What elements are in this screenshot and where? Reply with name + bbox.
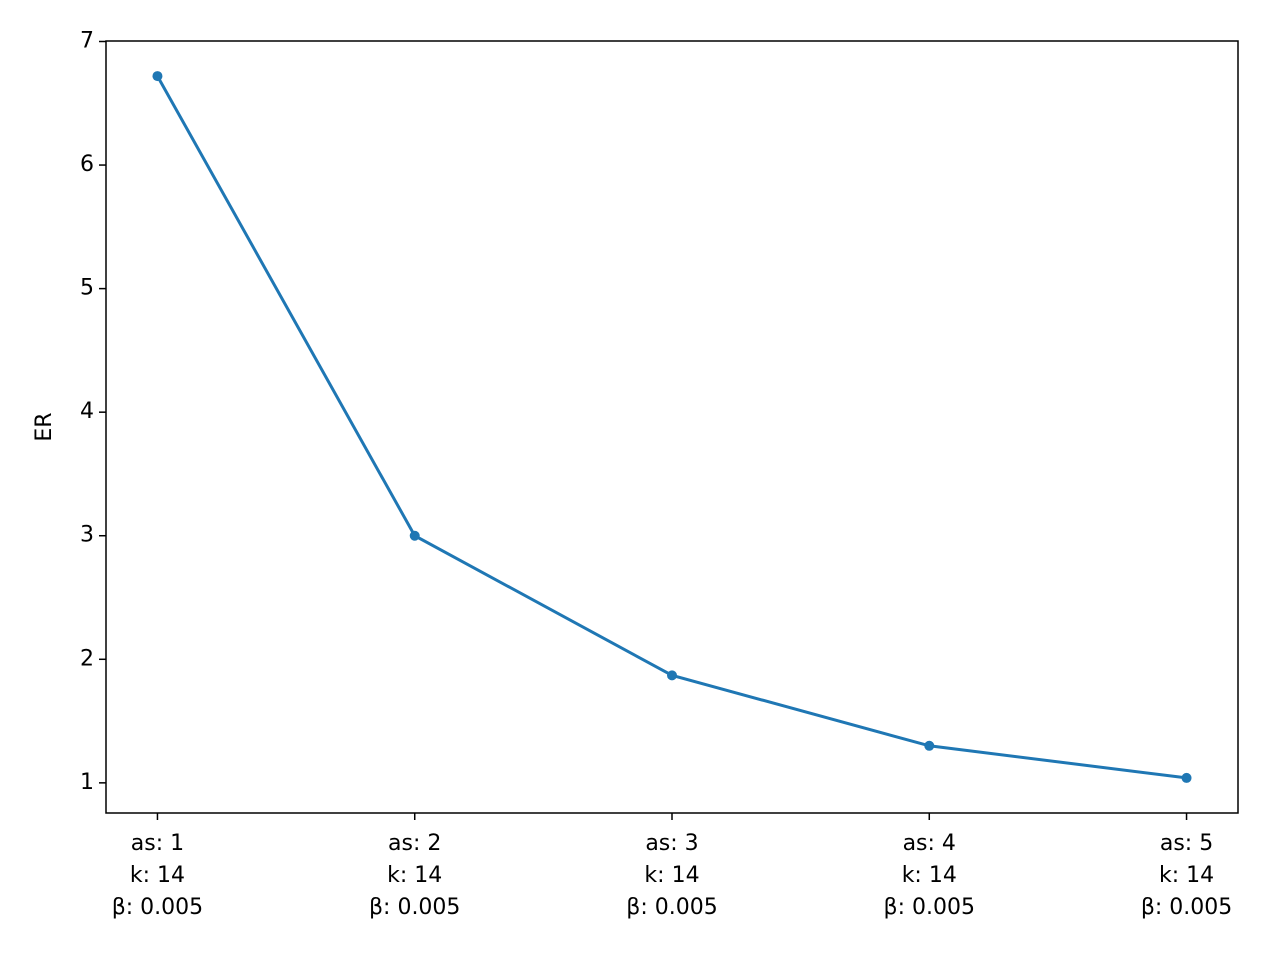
x-tick-label: as: 3 k: 14 β: 0.005: [626, 831, 718, 920]
x-tick-label: as: 4 k: 14 β: 0.005: [883, 831, 975, 920]
marker: [667, 670, 677, 681]
marker: [1181, 772, 1192, 783]
y-tick-label: 1: [80, 770, 94, 795]
y-axis-label: ER: [32, 412, 57, 441]
y-tick-label: 4: [80, 399, 94, 424]
x-tick-label: as: 5 k: 14 β: 0.005: [1140, 831, 1233, 920]
y-tick-label: 5: [80, 276, 94, 301]
x-tick-label: as: 1 k: 14 β: 0.005: [111, 831, 204, 920]
y-tick-label: 6: [80, 152, 94, 177]
y-tick-label: 2: [80, 646, 94, 671]
marker: [152, 71, 163, 82]
marker: [409, 530, 420, 541]
y-tick-label: 7: [80, 28, 94, 53]
plot-frame: [105, 40, 1239, 814]
y-tick-label: 3: [80, 523, 94, 548]
x-tick-label: as: 2 k: 14 β: 0.005: [369, 831, 461, 920]
marker: [924, 740, 935, 751]
